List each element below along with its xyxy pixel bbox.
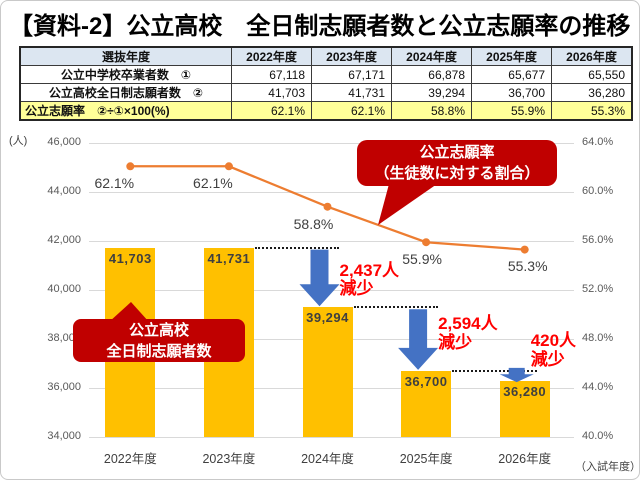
bar-2026年度: 36,280 [499,381,550,437]
table-header-label: 選抜年度 [19,46,232,66]
y-tick-right: 56.0% [582,234,614,246]
bar-2024年度: 39,294 [302,307,353,437]
table-header-year-1: 2023年度 [311,46,392,66]
y-tick-left: 34,000 [47,430,81,442]
y-tick-right: 48.0% [582,332,614,344]
table-cell-r1c4: 36,280 [551,83,633,102]
grid-line [89,191,574,193]
y-tick-right: 40.0% [582,430,614,442]
table-cell-r0c1: 67,171 [311,65,392,84]
y-tick-right: 64.0% [582,136,614,148]
drop-label: 420人 減少 [530,330,577,369]
y-tick-left: 42,000 [47,234,81,246]
table-cell-r1c0: 41,703 [231,83,312,102]
line-value-label: 62.1% [193,175,233,192]
bar-2025年度: 36,700 [401,370,452,437]
table-cell-r2c1: 62.1% [311,101,392,121]
grid-line [89,142,574,144]
dotted-connector [254,246,340,249]
data-table: 選抜年度 2022年度 2023年度 2024年度 2025年度 2026年度 公立中学校卒… [19,46,633,121]
drop-label: 2,594人 減少 [438,315,498,352]
table-cell-r2c2: 58.8% [391,101,472,121]
table-cell-r1c1: 41,731 [311,83,392,102]
table-cell-r2c0: 62.1% [231,101,312,121]
line-marker-icon [126,162,135,171]
grid-line [89,240,574,242]
drop-amount: 2,594人 [438,314,498,334]
line-marker-icon [224,162,233,171]
grid-line [89,289,574,291]
drop-word: 減少 [530,349,565,369]
dotted-connector [452,369,537,372]
rate-callout-line2: （生徒数に対する割合） [374,165,540,182]
table-row: 公立志願率 ②÷①×100(%) 62.1% 62.1% 58.8% 55.9% 55.3… [19,101,633,121]
rate-callout-line1: 公立志願率 [419,144,495,161]
drop-arrow-icon [299,249,340,307]
x-axis-note-label: （入試年度） [575,461,640,473]
x-tick: 2024年度 [301,452,354,466]
y-tick-left: 40,000 [47,283,81,295]
table-cell-r1c3: 36,700 [471,83,552,102]
rate-callout-tail-icon [378,184,437,225]
bar-value-label: 36,280 [503,384,547,400]
line-value-label: 58.8% [293,215,334,232]
bar-value-label: 41,731 [207,250,251,266]
table-cell-r0c4: 65,550 [551,65,633,84]
applicants-callout: 公立高校 全日制志願者数 [73,319,245,362]
table-cell-r0c3: 65,677 [471,65,552,84]
table-row: 公立高校全日制志願者数 ② 41,703 41,731 39,294 36,700 36,… [19,83,633,102]
x-tick: 2025年度 [399,452,453,466]
line-value-label: 55.3% [507,257,548,274]
table-cell-r1c2: 39,294 [391,83,472,102]
page-title: 【資料-2】公立高校 全日制志願者数と公立志願率の推移 [9,13,631,40]
y-tick-left: 46,000 [47,136,81,148]
line-value-label: 62.1% [94,175,135,192]
table-cell-r0c0: 67,118 [231,65,312,84]
y-tick-right: 60.0% [582,185,614,197]
bar-value-label: 41,703 [108,251,152,267]
line-marker-icon [323,202,332,211]
drop-label: 2,437人 減少 [339,260,400,299]
drop-amount: 420人 [530,330,577,350]
line-marker-icon [422,238,431,247]
y-tick-right: 52.0% [582,283,614,295]
table-header-year-0: 2022年度 [231,46,312,66]
line-value-label: 55.9% [402,251,442,268]
y-tick-left: 44,000 [47,185,81,197]
table-row-label-1: 公立高校全日制志願者数 ② [19,83,232,102]
table-header-year-4: 2026年度 [551,46,633,66]
drop-word: 減少 [438,332,473,352]
y-tick-left: 38,000 [47,332,81,344]
x-tick: 2023年度 [202,452,256,466]
applicants-callout-line1: 公立高校 [128,321,189,339]
left-axis-unit-label: (人) [9,135,28,147]
table-cell-r0c2: 66,878 [391,65,472,84]
x-tick: 2026年度 [498,452,552,466]
drop-amount: 2,437人 [339,260,400,280]
bar-value-label: 39,294 [306,310,349,326]
y-tick-left: 36,000 [47,381,81,393]
drop-word: 減少 [339,279,374,299]
table-header-year-2: 2024年度 [391,46,472,66]
x-tick: 2022年度 [103,452,157,466]
table-header-year-3: 2025年度 [471,46,552,66]
y-tick-right: 44.0% [582,381,614,393]
table-cell-r2c3: 55.9% [471,101,552,121]
grid-line [89,436,574,438]
line-marker-icon [520,245,529,254]
table-cell-r2c4: 55.3% [551,101,633,121]
dotted-connector [353,306,439,309]
table-row: 公立中学校卒業者数 ① 67,118 67,171 66,878 65,677 65,55… [19,65,633,84]
applicants-callout-line2: 全日制志願者数 [106,342,212,360]
table-row-label-2: 公立志願率 ②÷①×100(%) [19,101,232,121]
rate-callout: 公立志願率 （生徒数に対する割合） [357,140,557,186]
bar-value-label: 36,700 [404,373,448,389]
table-row-label-0: 公立中学校卒業者数 ① [19,65,232,84]
drop-arrow-icon [398,309,439,370]
